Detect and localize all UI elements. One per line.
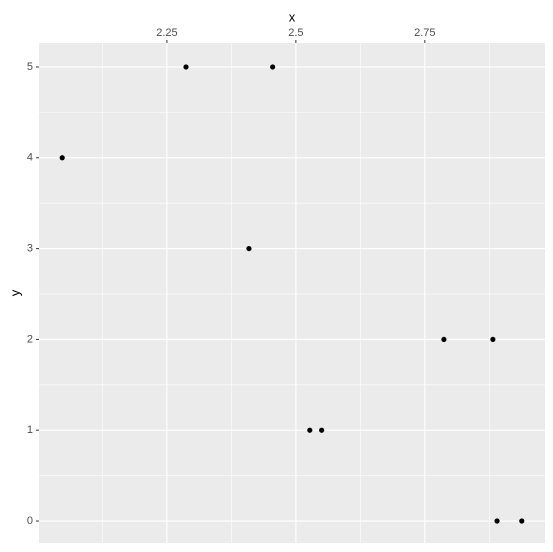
point (307, 427, 313, 433)
x-tick-label: 2.75 (414, 27, 435, 39)
y-tick-label: 4 (27, 152, 33, 164)
point (59, 155, 65, 161)
x-tick-label: 2.5 (288, 27, 303, 39)
grid (39, 43, 545, 543)
y-tick-label: 5 (27, 61, 33, 73)
x-axis-title: x (289, 9, 296, 24)
point (494, 518, 500, 524)
x-tick-label: 2.25 (156, 27, 177, 39)
panel (39, 43, 545, 543)
y-tick-label: 2 (27, 333, 33, 345)
point (319, 427, 325, 433)
point (519, 518, 525, 524)
y-tick-label: 0 (27, 515, 33, 527)
point (441, 336, 447, 343)
y-tick-label: 3 (27, 243, 33, 255)
y-axis-title: y (7, 289, 22, 296)
marks (59, 64, 525, 524)
point (270, 64, 276, 70)
point (490, 336, 496, 343)
y-tick-label: 1 (27, 424, 33, 436)
point (246, 245, 252, 252)
point (183, 64, 189, 70)
